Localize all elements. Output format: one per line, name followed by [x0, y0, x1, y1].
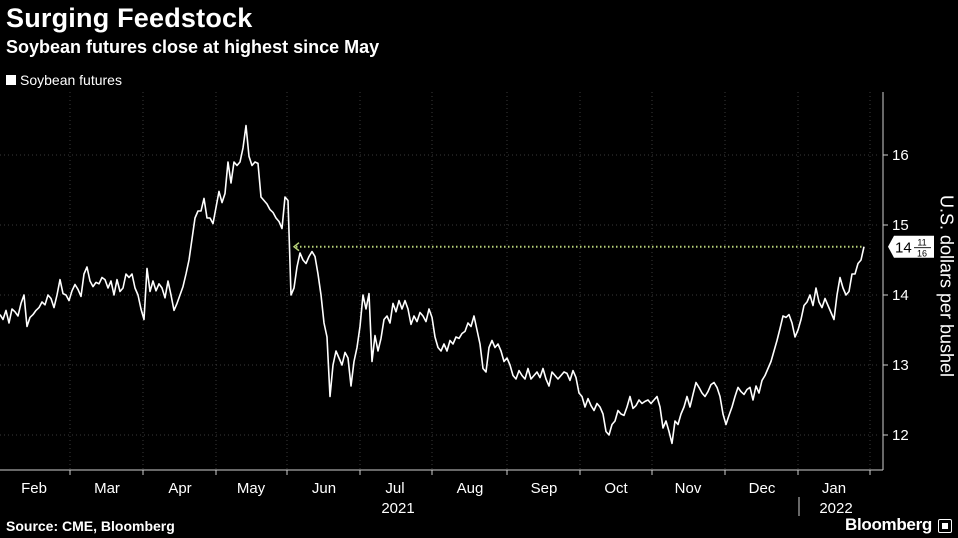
source-note: Source: CME, Bloomberg — [6, 518, 175, 534]
x-tick-label: Apr — [168, 480, 191, 497]
year-label-2022: 2022 — [819, 500, 852, 517]
y-tick-label: 12 — [892, 427, 909, 444]
brand-logo: Bloomberg — [844, 515, 932, 534]
y-tick-label: 14 — [892, 287, 909, 304]
x-tick-label: Mar — [94, 480, 120, 497]
chart-title: Surging Feedstock — [6, 3, 253, 33]
x-tick-label: Oct — [604, 480, 628, 497]
y-axis-label: U.S. dollars per bushel — [936, 194, 957, 378]
x-tick-label: Jul — [385, 480, 404, 497]
last-value-tag — [888, 235, 934, 258]
x-tick-label: Aug — [457, 480, 484, 497]
year-label-2021: 2021 — [381, 500, 414, 517]
x-tick-label: Sep — [531, 480, 558, 497]
x-tick-label: Dec — [749, 480, 776, 497]
x-tick-label: May — [237, 480, 266, 497]
legend-swatch — [6, 75, 16, 85]
x-tick-label: Nov — [675, 480, 702, 497]
last-value-numerator: 11 — [917, 238, 926, 248]
legend: Soybean futures — [6, 72, 122, 88]
bloomberg-icon — [938, 519, 952, 533]
y-tick-label: 16 — [892, 147, 909, 164]
last-value-denominator: 16 — [917, 249, 927, 259]
legend-label: Soybean futures — [20, 72, 122, 88]
chart-subtitle: Soybean futures close at highest since M… — [6, 37, 380, 57]
x-tick-label: Jan — [822, 480, 846, 497]
x-tick-label: Feb — [21, 480, 47, 497]
reference-arrow — [292, 242, 300, 252]
y-tick-label: 15 — [892, 217, 909, 234]
last-value-whole: 14 — [895, 240, 912, 257]
series-line-soybean-futures — [0, 124, 865, 445]
x-tick-label: Jun — [312, 480, 336, 497]
y-tick-label: 13 — [892, 357, 909, 374]
